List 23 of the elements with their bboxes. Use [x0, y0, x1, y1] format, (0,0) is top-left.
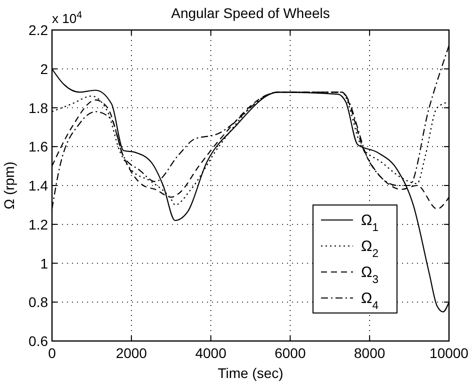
x-tick-label: 0	[48, 345, 56, 361]
y-tick-label: 1.8	[28, 100, 48, 116]
y-tick-label: 2.2	[28, 22, 48, 38]
x-tick-label: 6000	[274, 345, 306, 361]
legend-label: Ω$_{1}$	[361, 212, 378, 234]
legend-label: Ω$_{3}$	[361, 264, 378, 286]
y-tick-label: 1	[40, 255, 48, 272]
x-tick-label: 2000	[116, 345, 148, 361]
y-tick-label: 1.6	[28, 138, 48, 155]
y-tick-label: 0.6	[28, 333, 48, 349]
y-tick-label: 1.2	[28, 216, 48, 232]
x-tick-label: 8000	[354, 345, 386, 361]
chart-title: Angular Speed of Wheels	[171, 5, 330, 21]
x-axis-title: Time (sec)	[218, 365, 284, 381]
y-tick-label: 2	[40, 60, 48, 77]
y-tick-label: 1.4	[28, 178, 48, 194]
y-axis-title: Ω (rpm)	[1, 162, 17, 210]
legend-label: Ω$_{2}$	[361, 238, 378, 260]
x-tick-label: 4000	[195, 345, 227, 361]
y-tick-label: 0.8	[28, 294, 48, 310]
text: x 10$^{4}$	[52, 10, 83, 26]
x-tick-label: 10000	[430, 345, 469, 361]
legend-label: Ω$_{4}$	[361, 290, 378, 312]
